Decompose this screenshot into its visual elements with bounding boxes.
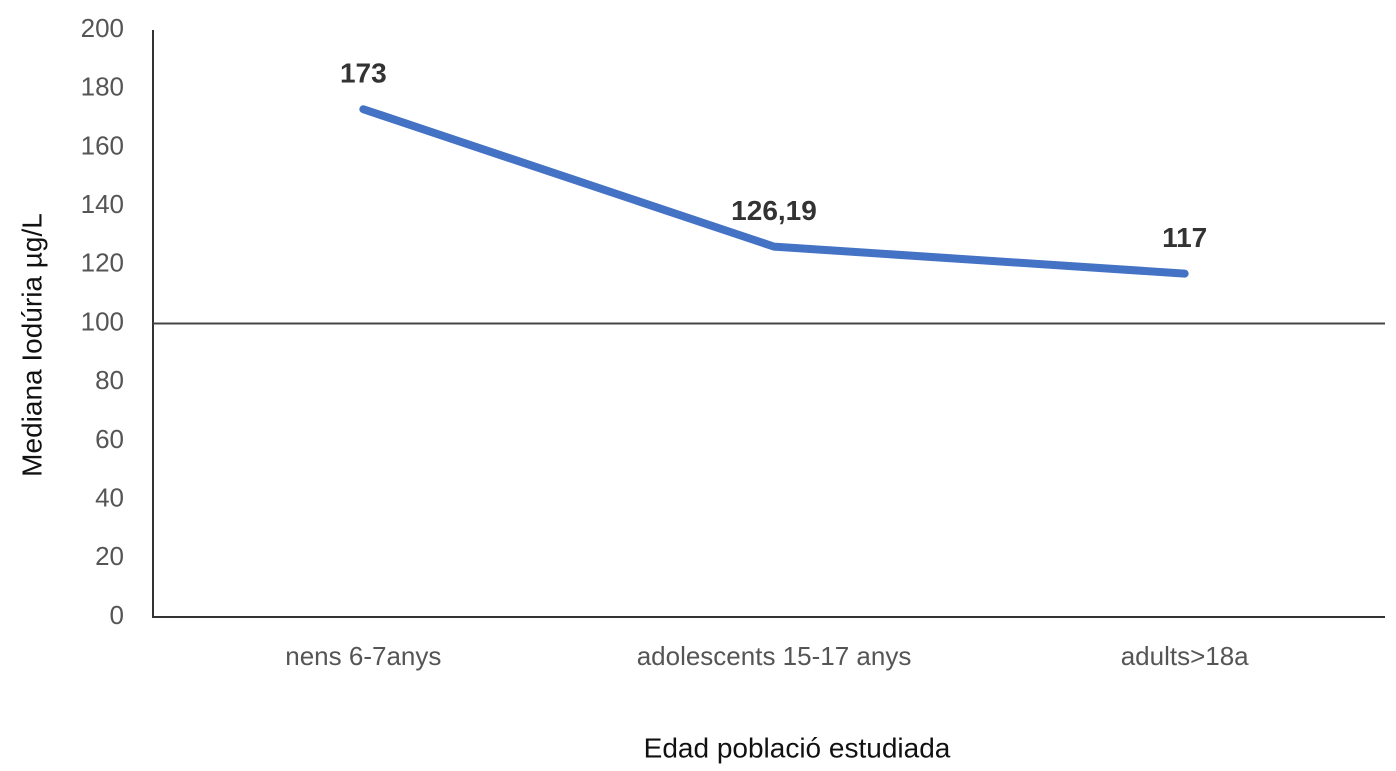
y-tick-label: 140 (81, 189, 124, 219)
x-tick-label: adults>18a (1121, 641, 1249, 671)
data-label: 126,19 (731, 195, 817, 226)
y-tick-label: 200 (81, 13, 124, 43)
x-tick-label: adolescents 15-17 anys (637, 641, 912, 671)
x-axis-label: Edad població estudiada (644, 732, 951, 763)
line (359, 105, 1189, 278)
y-tick-label: 80 (95, 365, 124, 395)
y-tick-label: 160 (81, 130, 124, 160)
y-tick-label: 100 (81, 306, 124, 336)
y-tick-label: 180 (81, 72, 124, 102)
data-label: 117 (1162, 222, 1207, 253)
y-axis-label: Mediana Iodúria µg/L (16, 213, 47, 477)
x-tick-label: nens 6-7anys (285, 641, 441, 671)
y-tick-label: 0 (110, 600, 124, 630)
data-label: 173 (340, 58, 387, 89)
y-tick-label: 40 (95, 482, 124, 512)
y-tick-label: 60 (95, 424, 124, 454)
y-tick-label: 20 (95, 541, 124, 571)
y-tick-label: 120 (81, 248, 124, 278)
